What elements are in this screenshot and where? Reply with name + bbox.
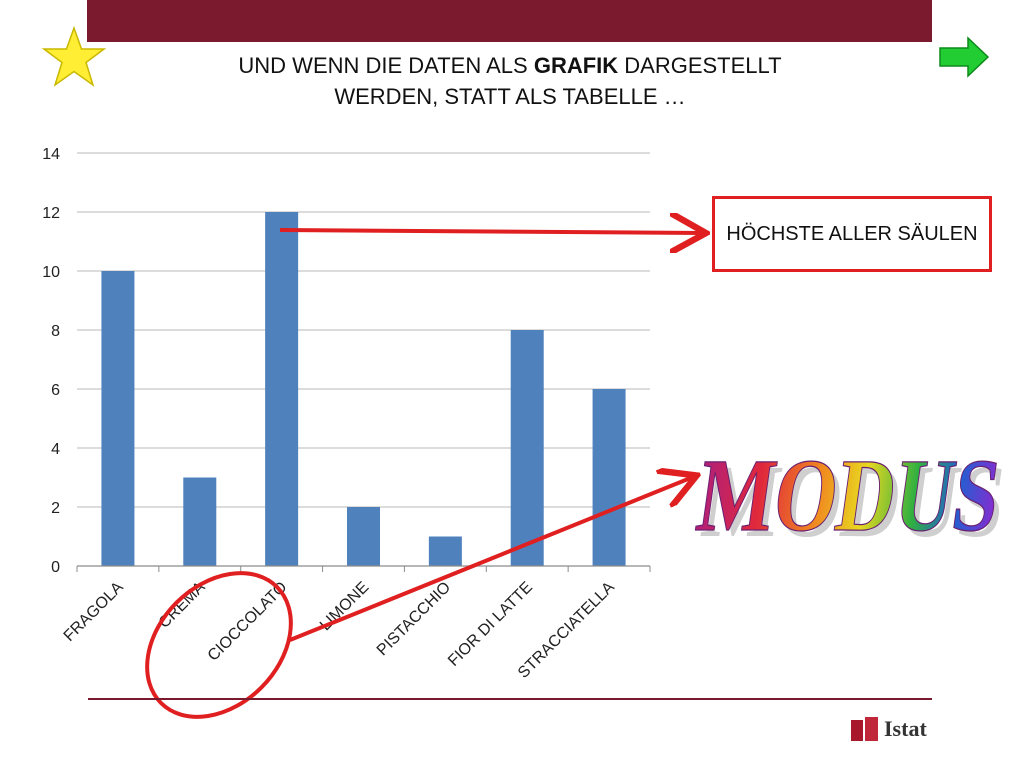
- y-tick-label: 12: [42, 205, 60, 222]
- bar: [101, 271, 135, 566]
- istat-logo-icon: [851, 717, 878, 741]
- y-axis-ticks: 0 2 4 6 8 10 12 14: [42, 146, 60, 576]
- callout-box: HÖCHSTE ALLER SÄULEN: [712, 196, 992, 272]
- bar: [265, 212, 299, 566]
- slide-title: UND WENN DIE DATEN ALS GRAFIK DARGESTELL…: [130, 50, 890, 112]
- title-line2: WERDEN, STATT ALS TABELLE …: [334, 84, 686, 109]
- arrow-to-callout: [279, 230, 702, 233]
- y-tick-label: 8: [51, 323, 60, 340]
- green-arrow-right-icon[interactable]: [938, 36, 990, 78]
- svg-text:MODUS: MODUS: [696, 443, 1012, 558]
- bar: [428, 536, 462, 566]
- chart-bars: [101, 212, 626, 566]
- bar: [592, 389, 626, 566]
- bottom-divider: [88, 698, 932, 700]
- y-tick-label: 4: [51, 441, 60, 458]
- y-tick-label: 6: [51, 382, 60, 399]
- title-line1-a: UND WENN DIE DATEN ALS: [238, 53, 534, 78]
- top-bar: [87, 0, 932, 42]
- y-tick-label: 2: [51, 500, 60, 517]
- bar: [183, 477, 217, 566]
- title-line1-b: DARGESTELLT: [618, 53, 782, 78]
- modus-wordart: MODUS MODUS: [690, 437, 1012, 559]
- star-icon: [42, 26, 106, 87]
- callout-text: HÖCHSTE ALLER SÄULEN: [726, 223, 978, 245]
- arrow-to-modus: [289, 477, 693, 642]
- x-tick-label: CIOCCOLATO: [205, 579, 291, 665]
- highlight-circle: [145, 571, 293, 719]
- istat-logo: Istat: [850, 714, 927, 744]
- title-bold-word: GRAFIK: [533, 53, 619, 78]
- istat-logo-text: Istat: [884, 716, 927, 741]
- modus-word: MODUS: [691, 437, 1007, 552]
- x-axis: [76, 565, 651, 572]
- y-tick-label: 14: [42, 146, 60, 163]
- x-tick-label: FIOR DI LATTE: [445, 579, 536, 670]
- x-tick-label: FRAGOLA: [61, 579, 127, 645]
- x-tick-label: CREMA: [156, 579, 209, 632]
- bar: [347, 507, 380, 566]
- chart-gridlines: [77, 152, 650, 508]
- y-tick-label: 0: [51, 559, 60, 576]
- bar: [510, 330, 544, 566]
- y-tick-label: 10: [42, 264, 60, 281]
